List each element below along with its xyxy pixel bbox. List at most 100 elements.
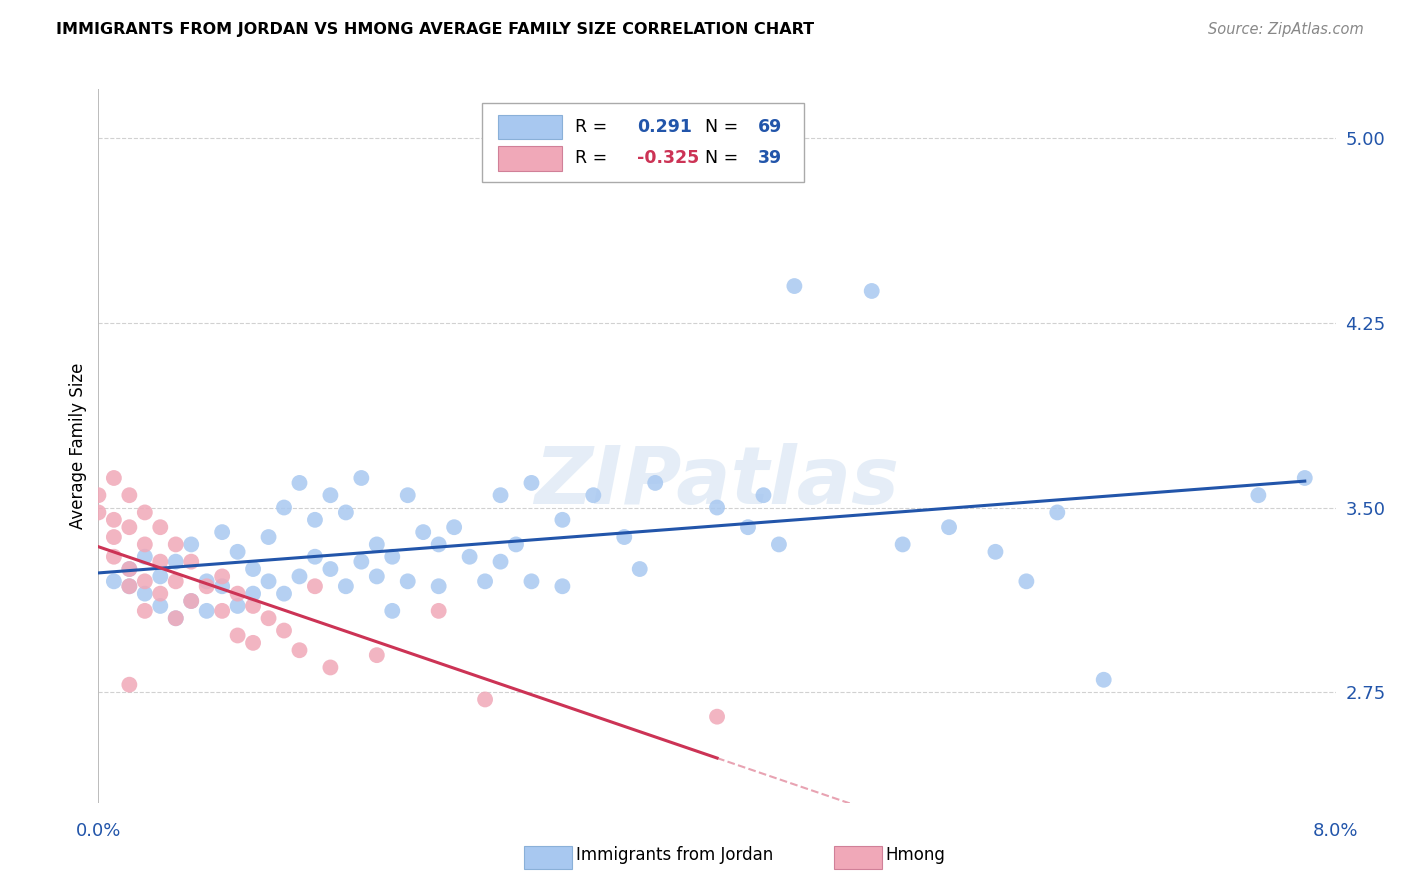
Point xyxy=(984,545,1007,559)
Point xyxy=(520,574,543,589)
Point xyxy=(195,574,218,589)
Point xyxy=(103,574,125,589)
Point xyxy=(938,520,960,534)
Point xyxy=(149,569,172,583)
Text: Hmong: Hmong xyxy=(886,847,946,864)
Point xyxy=(1294,471,1316,485)
Point xyxy=(443,520,465,534)
Text: N =: N = xyxy=(704,118,744,136)
Point xyxy=(149,555,172,569)
Point xyxy=(134,549,156,564)
Point xyxy=(273,587,295,601)
FancyBboxPatch shape xyxy=(498,146,562,170)
Point xyxy=(412,525,434,540)
Point xyxy=(87,505,110,519)
Point xyxy=(257,530,280,544)
Point xyxy=(319,660,342,674)
Point xyxy=(273,500,295,515)
Point xyxy=(134,537,156,551)
Text: IMMIGRANTS FROM JORDAN VS HMONG AVERAGE FAMILY SIZE CORRELATION CHART: IMMIGRANTS FROM JORDAN VS HMONG AVERAGE … xyxy=(56,22,814,37)
Point xyxy=(180,537,202,551)
Point xyxy=(195,604,218,618)
Point xyxy=(118,520,141,534)
Text: 0.291: 0.291 xyxy=(637,118,692,136)
Point xyxy=(103,549,125,564)
Point xyxy=(118,678,141,692)
Text: R =: R = xyxy=(575,118,613,136)
Point xyxy=(134,574,156,589)
Point xyxy=(319,562,342,576)
Point xyxy=(103,530,125,544)
Text: R =: R = xyxy=(575,150,613,168)
Point xyxy=(134,505,156,519)
Point xyxy=(474,574,496,589)
Point xyxy=(226,587,249,601)
Point xyxy=(706,500,728,515)
Point xyxy=(165,555,187,569)
Point xyxy=(335,505,357,519)
Point xyxy=(891,537,914,551)
Point xyxy=(474,692,496,706)
Text: -0.325: -0.325 xyxy=(637,150,699,168)
Point xyxy=(226,545,249,559)
Point xyxy=(211,525,233,540)
Point xyxy=(366,569,388,583)
Point xyxy=(427,604,450,618)
Point xyxy=(613,530,636,544)
Point xyxy=(335,579,357,593)
Text: Source: ZipAtlas.com: Source: ZipAtlas.com xyxy=(1208,22,1364,37)
Point xyxy=(1015,574,1038,589)
Point xyxy=(366,537,388,551)
Point xyxy=(350,555,373,569)
Point xyxy=(304,549,326,564)
Point xyxy=(226,599,249,613)
Point xyxy=(118,488,141,502)
Point xyxy=(860,284,883,298)
Point xyxy=(118,579,141,593)
Text: Immigrants from Jordan: Immigrants from Jordan xyxy=(576,847,773,864)
Point xyxy=(149,599,172,613)
Point xyxy=(304,513,326,527)
Point xyxy=(489,488,512,502)
Point xyxy=(242,599,264,613)
Point xyxy=(118,562,141,576)
Point xyxy=(180,594,202,608)
Point xyxy=(768,537,790,551)
Point xyxy=(304,579,326,593)
Point xyxy=(273,624,295,638)
Point xyxy=(366,648,388,662)
Point xyxy=(103,513,125,527)
Point xyxy=(103,471,125,485)
Point xyxy=(381,604,404,618)
Point xyxy=(427,537,450,551)
Point xyxy=(87,488,110,502)
Point xyxy=(644,475,666,490)
Point xyxy=(226,628,249,642)
Point xyxy=(752,488,775,502)
Point xyxy=(165,611,187,625)
Point xyxy=(1247,488,1270,502)
Point xyxy=(118,562,141,576)
Point xyxy=(396,574,419,589)
Point xyxy=(489,555,512,569)
Text: 39: 39 xyxy=(758,150,782,168)
Point xyxy=(211,604,233,618)
Point xyxy=(211,579,233,593)
Point xyxy=(288,643,311,657)
Point xyxy=(288,569,311,583)
Point xyxy=(427,579,450,593)
Point xyxy=(1092,673,1115,687)
Point xyxy=(551,579,574,593)
Point xyxy=(165,611,187,625)
Point xyxy=(242,562,264,576)
Point xyxy=(1046,505,1069,519)
Point xyxy=(783,279,806,293)
Point xyxy=(165,574,187,589)
Point xyxy=(149,587,172,601)
Y-axis label: Average Family Size: Average Family Size xyxy=(69,363,87,529)
Point xyxy=(628,562,651,576)
Text: 0.0%: 0.0% xyxy=(76,822,121,840)
Point xyxy=(737,520,759,534)
Point xyxy=(458,549,481,564)
Point xyxy=(520,475,543,490)
